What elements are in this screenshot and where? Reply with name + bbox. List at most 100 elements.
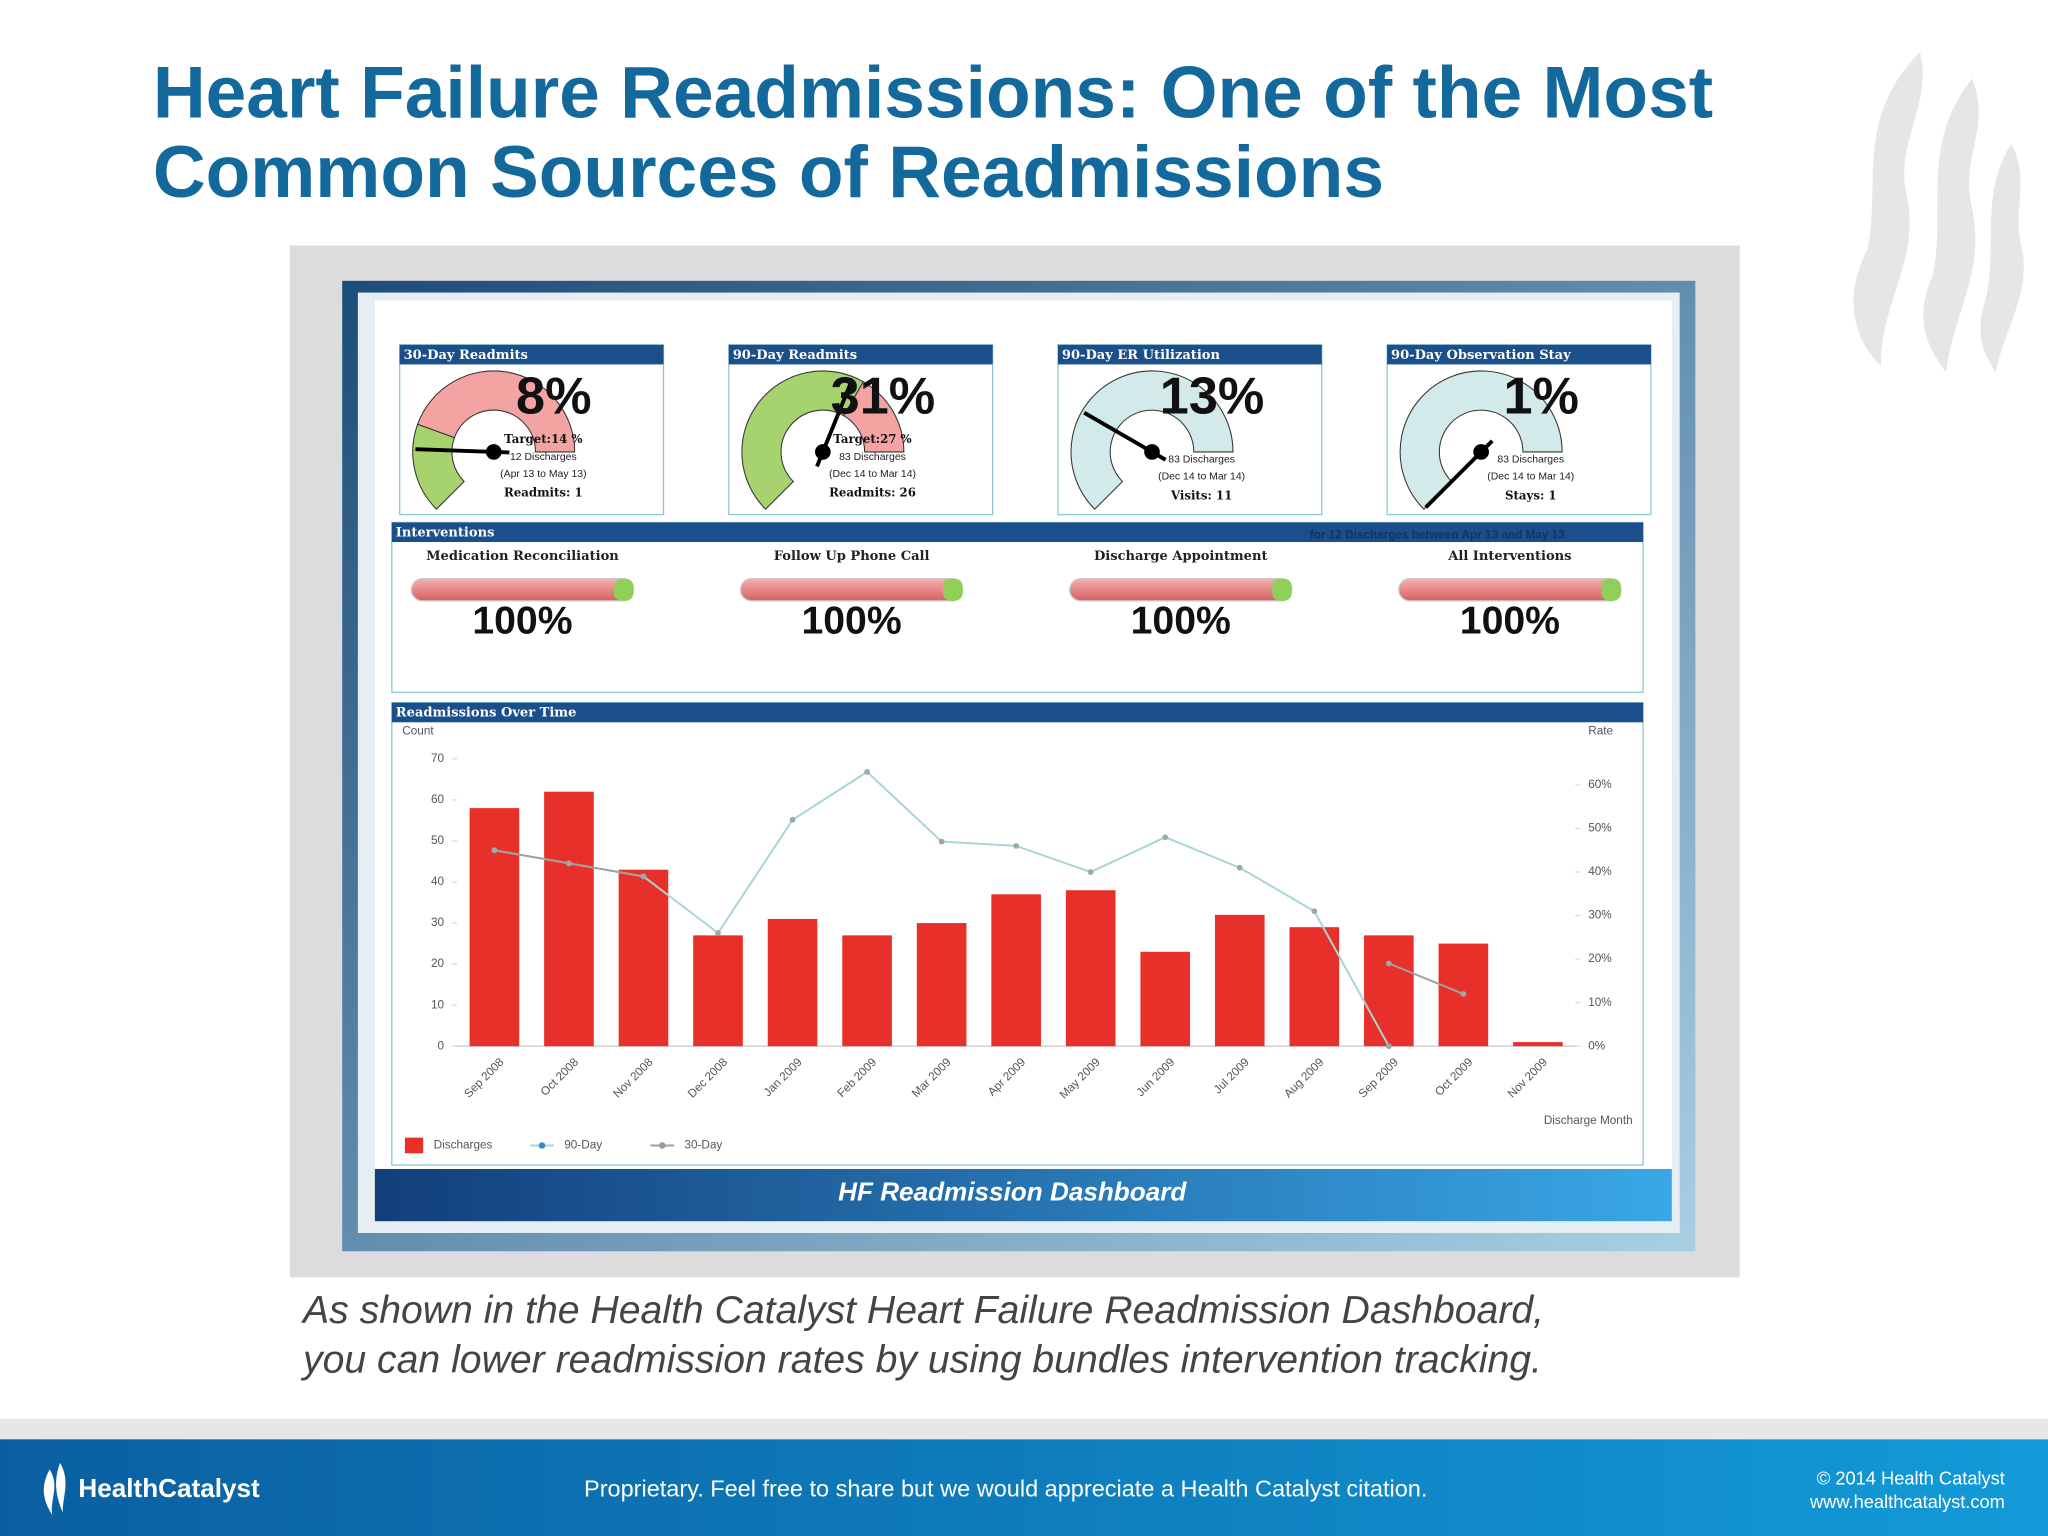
intervention-label: Medication Reconciliation	[426, 549, 619, 564]
y-tick-label: 40	[431, 875, 445, 888]
point	[1385, 1043, 1392, 1050]
intervention-value: 100%	[801, 599, 901, 642]
gauge-hub	[1473, 444, 1489, 460]
legend-label: 90-Day	[564, 1139, 602, 1152]
dashboard-footer-text: HF Readmission Dashboard	[838, 1177, 1187, 1207]
legend-label: Discharges	[434, 1139, 493, 1152]
footer-band	[0, 1418, 2048, 1440]
point	[1460, 991, 1467, 997]
panel-header	[1057, 344, 1322, 365]
y2-tick-label: 10%	[1588, 996, 1612, 1009]
gauge-arc	[843, 381, 905, 453]
point	[566, 860, 572, 867]
y2-tick-label: 60%	[1588, 778, 1612, 791]
progress-bar	[739, 577, 964, 602]
gauge-line: 12 Discharges	[510, 452, 577, 463]
progress-tip	[1601, 578, 1621, 601]
footer-url: www.healthcatalyst.com	[1809, 1491, 2005, 1512]
gauge-hub	[485, 444, 502, 460]
y-tick-label: 30	[431, 916, 445, 929]
point	[715, 930, 721, 936]
progress-bar	[1069, 577, 1293, 602]
bar	[1289, 927, 1340, 1047]
intervention-value: 100%	[472, 599, 572, 642]
title-line: Heart Failure Readmissions: One of the M…	[153, 52, 1713, 133]
bar	[767, 918, 818, 1047]
gauge-line: (Apr 13 to May 13)	[500, 469, 586, 480]
panel-header	[391, 702, 1644, 723]
progress-tip	[613, 578, 634, 601]
y2-tick-label: 40%	[1588, 865, 1612, 878]
legend-swatch	[538, 1142, 546, 1149]
legend-swatch	[658, 1142, 666, 1149]
bar	[1140, 951, 1191, 1047]
gauge-title: 90-Day Readmits	[733, 348, 857, 363]
gauge-hub	[815, 444, 831, 460]
y-tick-label: 60	[431, 793, 445, 806]
gauges: 30-Day Readmits 8% Target:14 % 12 Discharge…	[399, 344, 1652, 516]
y-tick-label: 10	[431, 998, 445, 1011]
y2-tick-label: 50%	[1588, 822, 1612, 835]
point	[864, 769, 870, 775]
gauge-line: Target:27 %	[833, 432, 912, 446]
gauge-title: 90-Day ER Utilization	[1062, 348, 1221, 363]
y2-tick-label: 20%	[1588, 952, 1612, 965]
bar	[991, 894, 1041, 1047]
intervention-label: Discharge Appointment	[1094, 549, 1268, 564]
gauge-line: 83 Discharges	[1168, 455, 1235, 466]
bar	[469, 808, 520, 1047]
y-tick-label: 0	[438, 1039, 445, 1052]
intervention-value: 100%	[1460, 599, 1560, 642]
point	[938, 838, 945, 845]
bar	[842, 935, 892, 1047]
gauge-title: 90-Day Observation Stay	[1391, 348, 1571, 363]
y-tick-label: 70	[431, 752, 445, 765]
bar	[1065, 890, 1116, 1047]
gauge-line: (Dec 14 to Mar 14)	[1158, 472, 1245, 483]
bar	[618, 869, 669, 1047]
bar	[916, 923, 967, 1047]
bar	[1364, 935, 1414, 1047]
point	[1013, 843, 1020, 849]
gauge-hub	[1144, 444, 1160, 460]
gauge-arc	[741, 370, 865, 510]
progress-tip	[1272, 578, 1292, 601]
legend-swatch	[404, 1137, 424, 1154]
gauge-arc	[1070, 370, 1234, 510]
gauge-arc	[416, 370, 576, 453]
panel-title: Interventions	[396, 525, 495, 540]
gauge-line: Readmits: 26	[829, 486, 916, 500]
bar	[693, 935, 743, 1047]
bar	[1513, 1042, 1563, 1047]
intervention-label: All Interventions	[1447, 549, 1571, 564]
gauge-line: Stays: 1	[1505, 488, 1557, 502]
gauge-value: 13%	[1160, 367, 1265, 425]
y-tick-label: 20	[431, 957, 445, 970]
y2-axis-label: Rate	[1588, 725, 1613, 738]
point	[1311, 908, 1318, 915]
watermark	[1853, 52, 2024, 373]
point	[1385, 960, 1392, 967]
gauge-line: 83 Discharges	[1497, 455, 1564, 466]
chart-title: Readmissions Over Time	[396, 706, 577, 721]
gauge-line: Readmits: 1	[504, 486, 583, 500]
y-tick-label: 50	[431, 834, 445, 847]
logo-text: HealthCatalyst	[78, 1473, 260, 1503]
intervention-value: 100%	[1131, 599, 1231, 642]
gauge-value: 8%	[516, 367, 592, 425]
point	[1162, 834, 1169, 841]
panel-header	[391, 522, 1644, 543]
panel-header	[1387, 344, 1651, 365]
interventions: Medication Reconciliation 100% Follow Up P…	[410, 549, 1622, 642]
footer	[0, 1439, 2048, 1536]
intervention-label: Follow Up Phone Call	[774, 549, 930, 564]
y-axis-label: Count	[402, 725, 434, 738]
caption-line: As shown in the Health Catalyst Heart Fa…	[301, 1289, 1544, 1332]
point	[640, 873, 647, 880]
y2-tick-label: 0%	[1588, 1039, 1606, 1052]
bar	[544, 791, 594, 1047]
caption-line: you can lower readmission rates by using…	[300, 1339, 1542, 1382]
